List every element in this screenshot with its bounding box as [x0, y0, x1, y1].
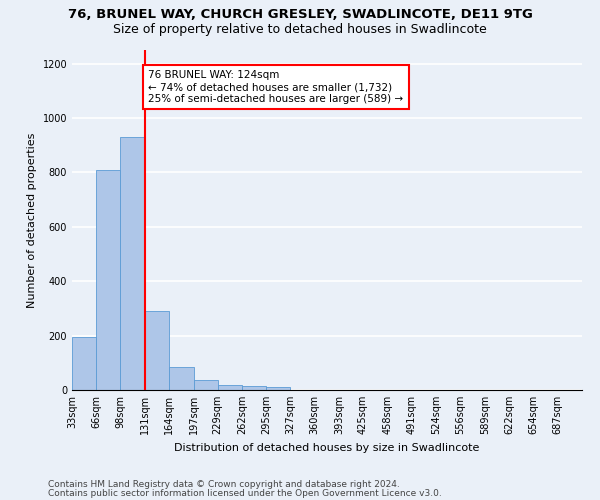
- X-axis label: Distribution of detached houses by size in Swadlincote: Distribution of detached houses by size …: [175, 442, 479, 452]
- Y-axis label: Number of detached properties: Number of detached properties: [27, 132, 37, 308]
- Bar: [145, 311, 169, 390]
- Bar: [169, 367, 194, 390]
- Bar: [218, 385, 242, 390]
- Text: 76 BRUNEL WAY: 124sqm
← 74% of detached houses are smaller (1,732)
25% of semi-d: 76 BRUNEL WAY: 124sqm ← 74% of detached …: [148, 70, 404, 104]
- Bar: [120, 137, 145, 390]
- Bar: [266, 386, 290, 390]
- Bar: [97, 170, 120, 390]
- Bar: [242, 386, 266, 390]
- Text: Contains HM Land Registry data © Crown copyright and database right 2024.: Contains HM Land Registry data © Crown c…: [48, 480, 400, 489]
- Bar: [194, 380, 218, 390]
- Text: 76, BRUNEL WAY, CHURCH GRESLEY, SWADLINCOTE, DE11 9TG: 76, BRUNEL WAY, CHURCH GRESLEY, SWADLINC…: [68, 8, 532, 20]
- Bar: [72, 337, 97, 390]
- Text: Contains public sector information licensed under the Open Government Licence v3: Contains public sector information licen…: [48, 488, 442, 498]
- Text: Size of property relative to detached houses in Swadlincote: Size of property relative to detached ho…: [113, 22, 487, 36]
